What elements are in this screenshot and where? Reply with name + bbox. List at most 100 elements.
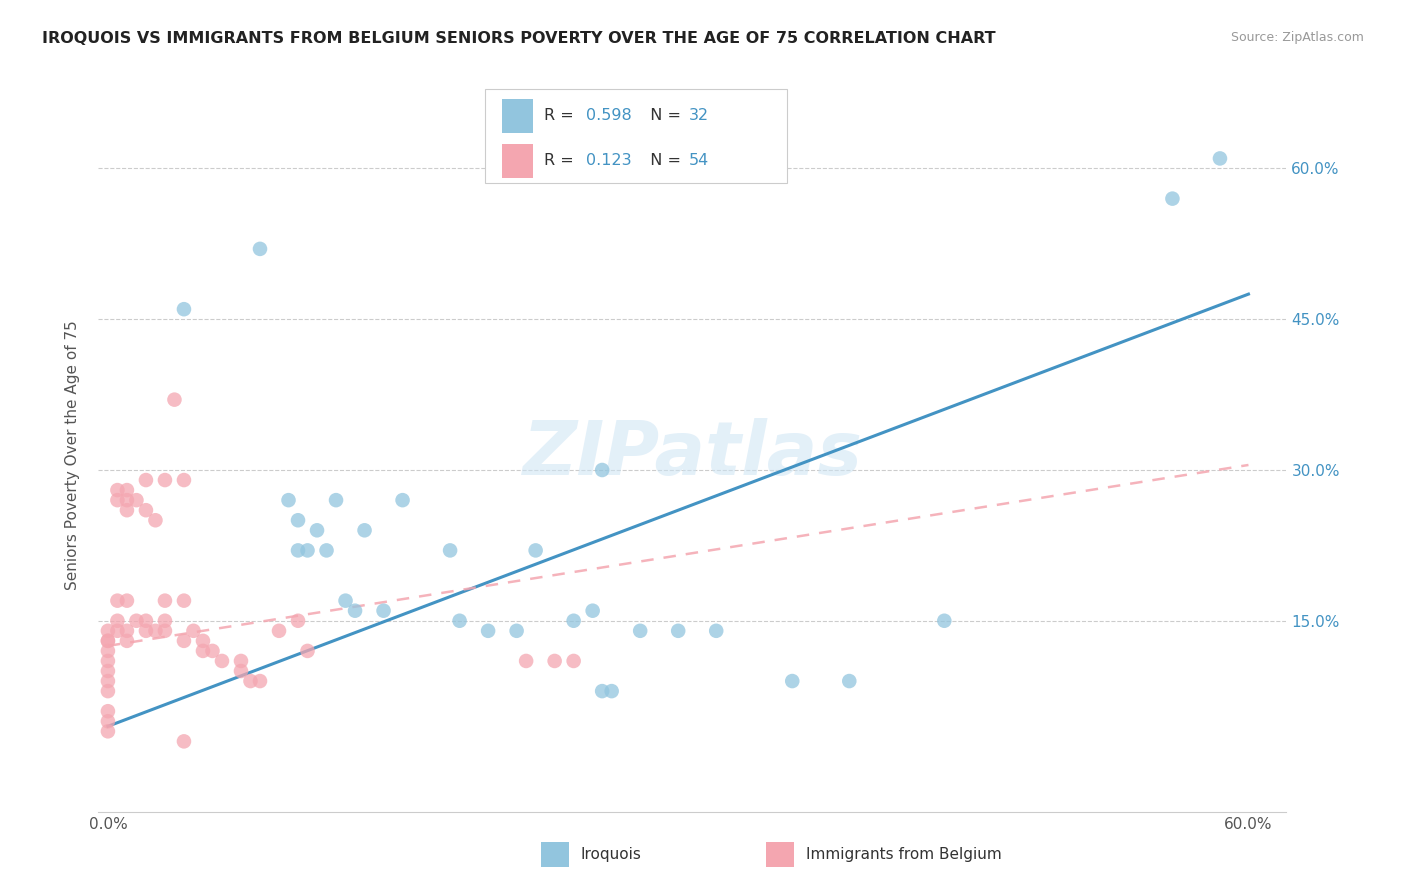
Point: [934, 614, 956, 628]
Point: [135, 624, 157, 638]
Point: [135, 614, 157, 628]
Point: [297, 644, 319, 658]
Point: [191, 633, 214, 648]
Point: [315, 543, 337, 558]
Point: [838, 674, 860, 689]
Point: [211, 654, 233, 668]
Point: [125, 614, 148, 628]
Point: [277, 493, 299, 508]
Point: [97, 633, 120, 648]
Point: [477, 624, 499, 638]
Point: [153, 593, 176, 607]
Point: [97, 644, 120, 658]
Point: [107, 483, 129, 497]
Text: IROQUOIS VS IMMIGRANTS FROM BELGIUM SENIORS POVERTY OVER THE AGE OF 75 CORRELATI: IROQUOIS VS IMMIGRANTS FROM BELGIUM SENI…: [42, 31, 995, 46]
Text: 0.598: 0.598: [586, 109, 633, 123]
Point: [325, 493, 347, 508]
Point: [391, 493, 413, 508]
Point: [353, 524, 375, 538]
Point: [582, 604, 605, 618]
Point: [524, 543, 547, 558]
Point: [515, 654, 537, 668]
Point: [97, 674, 120, 689]
Point: [562, 614, 585, 628]
Point: [135, 503, 157, 517]
Point: [1209, 152, 1232, 166]
Point: [591, 684, 613, 698]
Point: [97, 664, 120, 678]
Point: [173, 734, 195, 748]
Point: [115, 624, 138, 638]
Point: [107, 593, 129, 607]
Point: [600, 684, 623, 698]
Point: [173, 633, 195, 648]
Text: Source: ZipAtlas.com: Source: ZipAtlas.com: [1230, 31, 1364, 45]
Point: [97, 654, 120, 668]
Point: [183, 624, 205, 638]
Point: [97, 633, 120, 648]
Point: [267, 624, 290, 638]
Point: [97, 724, 120, 739]
Point: [305, 524, 328, 538]
Point: [97, 624, 120, 638]
Point: [115, 483, 138, 497]
Point: [173, 302, 195, 317]
Text: 32: 32: [689, 109, 709, 123]
Point: [145, 513, 167, 527]
Text: Iroquois: Iroquois: [581, 847, 641, 862]
Point: [173, 593, 195, 607]
Text: Immigrants from Belgium: Immigrants from Belgium: [806, 847, 1001, 862]
Point: [201, 644, 224, 658]
Point: [145, 624, 167, 638]
Point: [153, 614, 176, 628]
Point: [666, 624, 689, 638]
Point: [107, 624, 129, 638]
Point: [97, 714, 120, 729]
Point: [115, 633, 138, 648]
Point: [153, 624, 176, 638]
Point: [373, 604, 395, 618]
Point: [229, 654, 252, 668]
Point: [1161, 192, 1184, 206]
Point: [125, 493, 148, 508]
Y-axis label: Seniors Poverty Over the Age of 75: Seniors Poverty Over the Age of 75: [65, 320, 80, 590]
Point: [335, 593, 357, 607]
Text: N =: N =: [640, 109, 686, 123]
Point: [287, 543, 309, 558]
Text: 54: 54: [689, 153, 709, 168]
Point: [439, 543, 461, 558]
Point: [562, 654, 585, 668]
Point: [249, 242, 271, 256]
Point: [115, 593, 138, 607]
Point: [704, 624, 727, 638]
Point: [297, 543, 319, 558]
Point: [449, 614, 471, 628]
Point: [191, 644, 214, 658]
Point: [287, 614, 309, 628]
Point: [344, 604, 367, 618]
Point: [239, 674, 262, 689]
Point: [287, 513, 309, 527]
Point: [115, 493, 138, 508]
Point: [229, 664, 252, 678]
Text: R =: R =: [544, 109, 579, 123]
Text: R =: R =: [544, 153, 579, 168]
Text: N =: N =: [640, 153, 686, 168]
Point: [107, 493, 129, 508]
Point: [135, 473, 157, 487]
Point: [115, 503, 138, 517]
Point: [505, 624, 527, 638]
Point: [780, 674, 803, 689]
Point: [591, 463, 613, 477]
Point: [543, 654, 565, 668]
Point: [97, 704, 120, 718]
Point: [628, 624, 651, 638]
Point: [97, 684, 120, 698]
Text: ZIPatlas: ZIPatlas: [523, 418, 862, 491]
Point: [173, 473, 195, 487]
Point: [249, 674, 271, 689]
Point: [153, 473, 176, 487]
Point: [163, 392, 186, 407]
Point: [107, 614, 129, 628]
Text: 0.123: 0.123: [586, 153, 631, 168]
